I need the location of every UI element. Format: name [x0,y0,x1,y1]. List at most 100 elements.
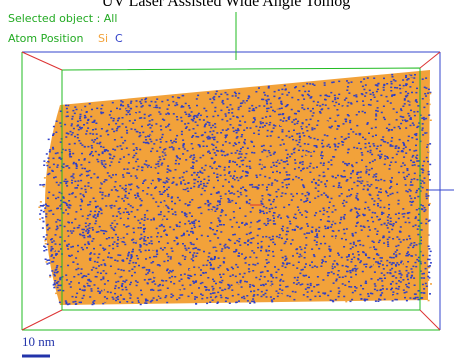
atom [378,263,380,265]
atom [198,207,200,209]
atom [171,248,173,250]
atom [341,136,343,138]
atom [177,168,179,170]
atom [233,131,235,133]
atom [340,187,342,189]
atom [426,157,428,159]
atom [387,195,389,197]
atom [275,277,277,279]
atom [275,174,277,176]
atom [122,283,124,285]
atom [139,300,141,302]
atom [145,299,147,301]
atom [182,234,184,236]
atom [389,262,391,264]
atom [92,155,94,157]
atom [400,277,402,279]
atom [362,245,364,247]
atom [347,152,349,154]
atom [302,198,304,200]
atom [141,167,143,169]
atom [67,230,69,232]
atom [359,181,361,183]
atom [299,146,301,148]
atom [131,302,133,304]
atom [358,215,360,217]
atom [177,197,179,199]
atom [215,250,217,252]
atom [189,201,191,203]
atom [303,98,305,100]
atom [104,301,106,303]
atom [261,151,263,153]
atom [66,279,68,281]
atom [155,164,157,166]
atom [130,168,132,170]
atom [388,214,390,216]
atom [128,270,130,272]
atom [188,234,190,236]
atom [188,296,190,298]
atom [86,111,88,113]
atom [325,194,327,196]
atom [167,165,169,167]
atom [112,297,114,299]
atom [284,281,286,283]
atom [396,299,398,301]
atom [178,297,180,299]
atom [112,158,114,160]
atom [127,211,129,213]
atom [345,218,347,220]
atom [128,263,130,265]
atom [101,213,103,215]
atom [409,149,411,151]
atom [319,142,321,144]
atom [272,251,274,253]
atom [367,207,369,209]
atom [231,200,233,202]
atom [265,115,267,117]
atom [404,179,406,181]
atom [390,283,392,285]
atom [226,246,228,248]
atom [207,200,209,202]
atom [205,186,207,188]
atom [350,194,352,196]
atom [200,275,202,277]
atom [126,172,128,174]
atom [210,228,212,230]
atom [42,227,44,229]
atom [232,295,234,297]
atom [264,223,266,225]
atom [370,94,372,96]
atom [95,268,97,270]
atom [232,234,234,236]
atom [327,272,329,274]
atom [102,192,104,194]
atom [143,238,145,240]
atom [239,244,241,246]
atom [365,282,367,284]
atom [164,237,166,239]
atom [73,128,75,130]
atom [163,192,165,194]
atom [399,128,401,130]
atom [353,154,355,156]
atom [400,116,402,118]
atom [405,278,407,280]
atom [154,283,156,285]
atom [423,156,425,158]
atom [335,177,337,179]
atom [247,244,249,246]
atom [269,189,271,191]
atom [304,233,306,235]
atom [360,177,362,179]
atom [66,181,68,183]
atom [292,296,294,298]
atom [152,198,154,200]
atom [137,187,139,189]
atom [371,217,373,219]
atom [57,152,59,154]
atom [331,271,333,273]
atom [49,149,51,151]
